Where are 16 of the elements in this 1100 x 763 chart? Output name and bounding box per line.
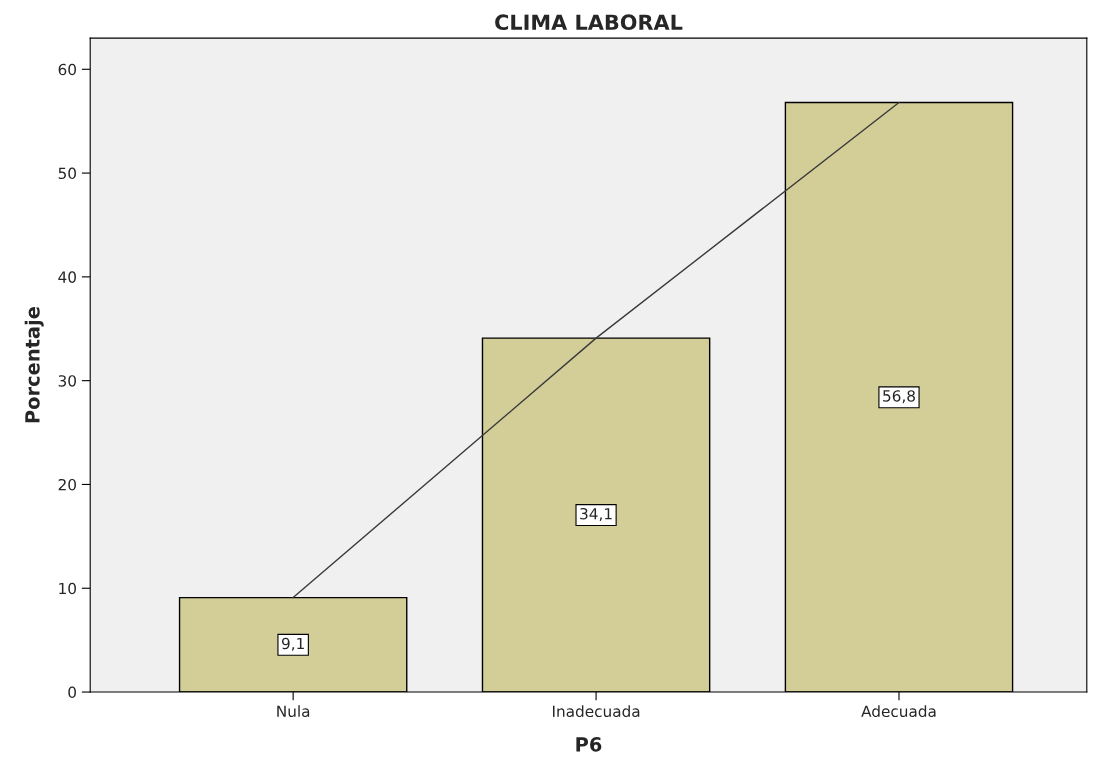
x-axis-title: P6: [576, 737, 602, 752]
y-tick-label: 60: [58, 63, 76, 76]
y-axis-title: Porcentaje: [24, 307, 44, 423]
data-label: 9,1: [281, 637, 304, 651]
x-tick-label: Inadecuada: [552, 705, 640, 718]
data-label: 56,8: [883, 390, 915, 404]
y-tick-label: 40: [58, 271, 76, 283]
data-label: 34,1: [580, 507, 612, 522]
y-tick-label: 0: [68, 686, 76, 699]
x-tick-label: Adecuada: [861, 705, 936, 718]
x-tick-label: Nula: [277, 705, 310, 718]
y-tick-label: 30: [58, 375, 76, 387]
y-tick-label: 10: [59, 582, 76, 595]
chart-title: CLIMA LABORAL: [495, 14, 683, 31]
y-tick-label: 20: [58, 478, 76, 491]
y-tick-label: 50: [58, 167, 76, 180]
